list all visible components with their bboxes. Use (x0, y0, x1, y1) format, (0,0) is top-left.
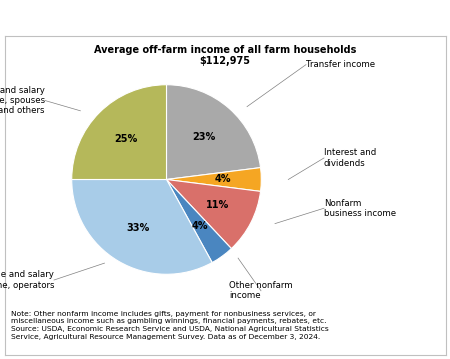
Text: 33%: 33% (126, 223, 149, 233)
Text: Average off-farm income of all farm households
$112,975: Average off-farm income of all farm hous… (94, 45, 356, 66)
Text: 4%: 4% (215, 174, 232, 185)
Text: Other nonfarm
income: Other nonfarm income (229, 281, 293, 300)
Text: 23%: 23% (193, 132, 216, 142)
Text: Transfer income: Transfer income (306, 60, 375, 69)
Text: U.S. farm household sources of off-farm income, 2023: U.S. farm household sources of off-farm … (7, 12, 366, 25)
Wedge shape (72, 85, 166, 180)
Wedge shape (72, 180, 212, 274)
Text: Wage and salary
income, operators: Wage and salary income, operators (0, 270, 54, 290)
Wedge shape (166, 168, 261, 191)
Text: Note: Other nonfarm income includes gifts, payment for nonbusiness services, or
: Note: Other nonfarm income includes gift… (11, 311, 329, 340)
Text: Interest and
dividends: Interest and dividends (324, 148, 376, 168)
Text: Wage and salary
income, spouses
and others: Wage and salary income, spouses and othe… (0, 85, 45, 116)
Wedge shape (166, 85, 261, 180)
Text: 4%: 4% (192, 220, 208, 230)
Wedge shape (166, 180, 231, 262)
Text: Nonfarm
business income: Nonfarm business income (324, 199, 396, 218)
Wedge shape (166, 180, 261, 248)
Text: 25%: 25% (115, 134, 138, 144)
Text: 11%: 11% (206, 200, 229, 210)
